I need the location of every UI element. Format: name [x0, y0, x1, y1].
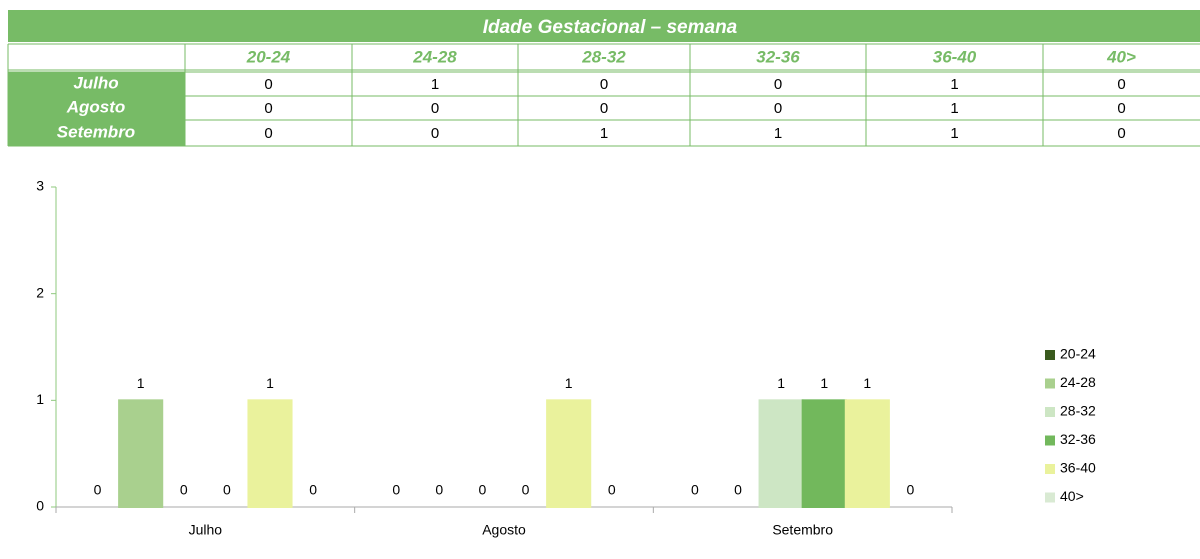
data-label: 0	[734, 482, 742, 498]
legend-label: 32-36	[1060, 431, 1096, 447]
legend-swatch	[1045, 492, 1055, 503]
row-header: Agosto	[66, 97, 126, 116]
y-tick-label: 3	[36, 178, 44, 194]
table-cell: 0	[264, 100, 272, 117]
table-cell: 1	[431, 76, 439, 93]
column-header: 20-24	[246, 47, 291, 66]
x-tick-label: Setembro	[772, 522, 833, 538]
legend-label: 20-24	[1060, 346, 1096, 362]
legend-label: 28-32	[1060, 403, 1096, 419]
data-label: 0	[691, 482, 699, 498]
row-header: Setembro	[57, 122, 135, 141]
bar	[801, 399, 847, 509]
data-label: 0	[522, 482, 530, 498]
data-label: 0	[608, 482, 616, 498]
data-label: 0	[223, 482, 231, 498]
legend-swatch	[1045, 407, 1055, 417]
data-label: 1	[777, 375, 785, 391]
row-header-band	[8, 72, 185, 146]
data-label: 0	[479, 482, 487, 498]
legend-swatch	[1045, 464, 1055, 474]
data-label: 0	[435, 482, 443, 498]
data-label: 1	[266, 375, 274, 391]
bar	[844, 399, 890, 509]
title-band	[8, 10, 1200, 42]
table-cell: 0	[431, 100, 439, 117]
table-cell: 1	[774, 125, 782, 142]
legend-swatch	[1045, 378, 1055, 389]
legend-label: 24-28	[1060, 374, 1096, 390]
data-label: 0	[94, 482, 102, 498]
data-label: 1	[137, 375, 145, 391]
data-label: 1	[565, 375, 573, 391]
table-cell: 1	[600, 125, 608, 142]
legend-label: 36-40	[1060, 460, 1096, 476]
table-cell: 1	[950, 125, 958, 142]
row-header: Julho	[73, 73, 118, 92]
bar	[247, 399, 293, 509]
data-label: 1	[820, 375, 828, 391]
column-header: 24-28	[412, 47, 457, 66]
legend-swatch	[1045, 350, 1055, 360]
bar	[758, 399, 804, 509]
table-cell: 0	[600, 100, 608, 117]
legend-swatch	[1045, 435, 1055, 446]
bar	[118, 399, 164, 509]
y-tick-label: 2	[36, 284, 44, 300]
table-title: Idade Gestacional – semana	[483, 17, 738, 38]
table-cell: 1	[950, 76, 958, 93]
table-cell: 0	[264, 125, 272, 142]
data-label: 0	[392, 482, 400, 498]
legend-label: 40>	[1060, 488, 1084, 504]
data-label: 0	[180, 482, 188, 498]
table-cell: 0	[264, 76, 272, 93]
column-header: 32-36	[756, 47, 800, 66]
bar	[546, 399, 592, 509]
table-cell: 0	[431, 125, 439, 142]
table-cell: 0	[774, 100, 782, 117]
x-tick-label: Julho	[189, 522, 223, 538]
table-cell: 0	[1117, 100, 1125, 117]
data-label: 1	[863, 375, 871, 391]
table-cell: 0	[1117, 125, 1125, 142]
column-header: 28-32	[581, 47, 626, 66]
data-label: 0	[309, 482, 317, 498]
table-cell: 1	[950, 100, 958, 117]
table-cell: 0	[600, 76, 608, 93]
data-label: 0	[907, 482, 915, 498]
x-tick-label: Agosto	[482, 522, 526, 538]
column-header: 36-40	[933, 47, 977, 66]
table-cell: 0	[774, 76, 782, 93]
table-cell: 0	[1117, 76, 1125, 93]
y-tick-label: 1	[36, 391, 44, 407]
column-header: 40>	[1106, 47, 1136, 66]
y-tick-label: 0	[36, 498, 44, 514]
